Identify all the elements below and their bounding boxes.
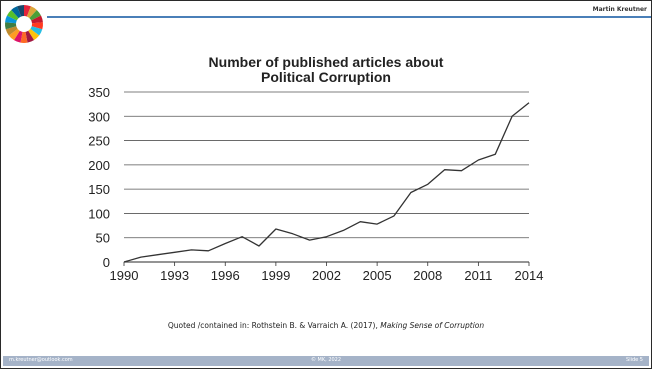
logo-segment: [20, 24, 28, 43]
y-tick-label: 50: [96, 231, 110, 246]
caption-book-title: Making Sense of Corruption: [380, 321, 485, 330]
header-rule: [47, 16, 651, 18]
sdg-wheel-logo: [5, 5, 44, 43]
series-line: [123, 102, 530, 263]
y-tick-label: 200: [88, 158, 110, 173]
footer-email: m.kreutner@outlook.com: [9, 357, 73, 363]
source-caption: Quoted /contained in: Rothstein B. & Var…: [1, 321, 651, 330]
author-name: Martin Kreutner: [592, 6, 647, 13]
x-tick-label: 2011: [464, 268, 492, 283]
x-tick-label: 1990: [110, 268, 139, 283]
x-tick-label: 2002: [312, 268, 341, 283]
footer-slide-number: Slide 5: [626, 357, 643, 363]
chart-title-line: Political Corruption: [261, 69, 391, 85]
y-tick-label: 100: [88, 206, 110, 221]
y-tick-label: 300: [88, 109, 110, 124]
footer-bar: m.kreutner@outlook.com © MK, 2022 Slide …: [3, 356, 649, 366]
x-tick-label: 1999: [261, 268, 290, 283]
y-tick-label: 0: [103, 255, 110, 270]
y-tick-label: 350: [88, 85, 110, 100]
footer-copyright: © MK, 2022: [310, 357, 342, 363]
chart-title-line: Number of published articles about: [209, 54, 444, 70]
x-tick-label: 2005: [363, 268, 392, 283]
line-chart: Number of published articles aboutPoliti…: [88, 54, 544, 283]
x-tick-label: 2014: [515, 268, 544, 283]
y-tick-label: 150: [88, 182, 110, 197]
x-tick-label: 1996: [211, 268, 240, 283]
x-tick-label: 2008: [413, 268, 442, 283]
x-tick-label: 1993: [160, 268, 189, 283]
y-tick-label: 250: [88, 134, 110, 149]
caption-text: Quoted /contained in: Rothstein B. & Var…: [167, 321, 381, 330]
